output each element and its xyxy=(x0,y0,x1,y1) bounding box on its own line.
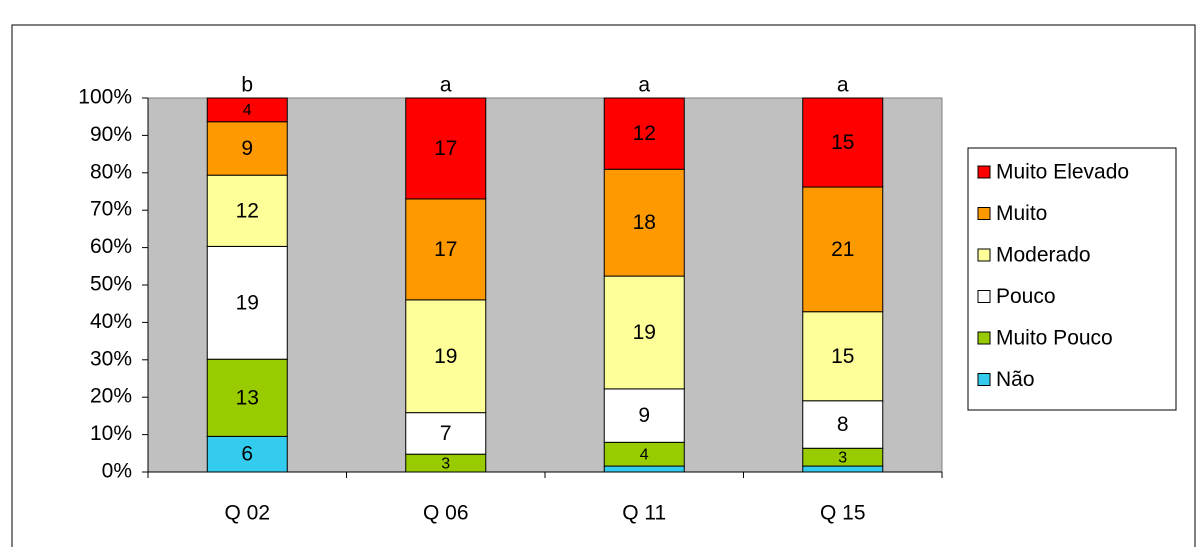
bar-segment xyxy=(603,465,685,473)
data-label: 13 xyxy=(236,386,259,409)
bar-segment xyxy=(405,299,487,414)
y-tick-label: 80% xyxy=(90,160,132,183)
x-tick-label: Q 02 xyxy=(224,502,270,525)
data-label: 4 xyxy=(640,446,649,463)
data-label: 19 xyxy=(236,291,259,314)
legend-label: Pouco xyxy=(996,285,1056,308)
y-tick-label: 50% xyxy=(90,273,132,296)
data-label: 19 xyxy=(434,345,457,368)
x-tick-label: Q 15 xyxy=(820,502,866,525)
bar-segment xyxy=(405,412,487,455)
legend-label: Muito Elevado xyxy=(996,161,1129,184)
y-tick-label: 60% xyxy=(90,235,132,258)
annotation: a xyxy=(837,74,849,97)
legend-label: Moderado xyxy=(996,244,1091,267)
y-tick-label: 10% xyxy=(90,422,132,445)
bar-segment xyxy=(802,311,884,402)
data-label: 7 xyxy=(440,422,452,445)
bar-segment xyxy=(405,198,487,301)
legend-swatch xyxy=(977,207,991,220)
data-label: 17 xyxy=(434,238,457,261)
data-label: 3 xyxy=(441,455,450,472)
data-label: 8 xyxy=(837,413,849,436)
legend-swatch xyxy=(977,331,991,345)
data-label: 15 xyxy=(831,345,854,368)
data-label: 3 xyxy=(838,449,847,466)
y-tick-label: 70% xyxy=(90,198,132,221)
annotation: b xyxy=(241,74,253,97)
legend-swatch xyxy=(977,248,991,262)
bar-segment xyxy=(802,465,884,473)
bar-segment xyxy=(603,97,685,170)
data-label: 12 xyxy=(236,199,259,222)
data-label: 21 xyxy=(831,238,854,261)
bar-segment xyxy=(206,435,288,473)
y-tick-label: 40% xyxy=(90,310,132,333)
x-tick-label: Q 11 xyxy=(622,502,666,525)
legend-swatch xyxy=(977,373,991,386)
y-tick-label: 30% xyxy=(90,347,132,370)
legend-label: Não xyxy=(996,368,1035,391)
data-label: 4 xyxy=(243,102,252,119)
legend-swatch xyxy=(977,165,991,179)
bar-segment xyxy=(603,168,685,277)
data-label: 9 xyxy=(638,404,650,427)
legend-swatch xyxy=(977,290,991,303)
bar-segment xyxy=(802,97,884,188)
legend-label: Muito Pouco xyxy=(996,327,1113,350)
data-label: 18 xyxy=(633,211,656,234)
data-label: 12 xyxy=(633,122,656,145)
bar-segment xyxy=(802,186,884,313)
bar-segment xyxy=(603,275,685,390)
bar-segment xyxy=(603,388,685,443)
bar-segment xyxy=(206,245,288,360)
y-tick-label: 100% xyxy=(78,86,132,109)
data-label: 19 xyxy=(633,321,656,344)
annotation: a xyxy=(638,74,650,97)
data-label: 6 xyxy=(241,443,253,466)
legend-box xyxy=(967,147,1177,411)
legend-label: Muito xyxy=(996,202,1047,225)
y-tick-label: 90% xyxy=(90,123,132,146)
x-tick-label: Q 06 xyxy=(423,502,469,525)
bar-segment xyxy=(405,97,487,200)
bar-segment xyxy=(206,121,288,176)
annotation: a xyxy=(440,74,452,97)
data-label: 9 xyxy=(241,137,253,160)
data-label: 15 xyxy=(831,131,854,154)
data-label: 17 xyxy=(434,137,457,160)
y-tick-label: 0% xyxy=(102,460,132,483)
y-tick-label: 20% xyxy=(90,385,132,408)
bar-segment xyxy=(206,97,288,123)
bar-segment xyxy=(206,174,288,247)
